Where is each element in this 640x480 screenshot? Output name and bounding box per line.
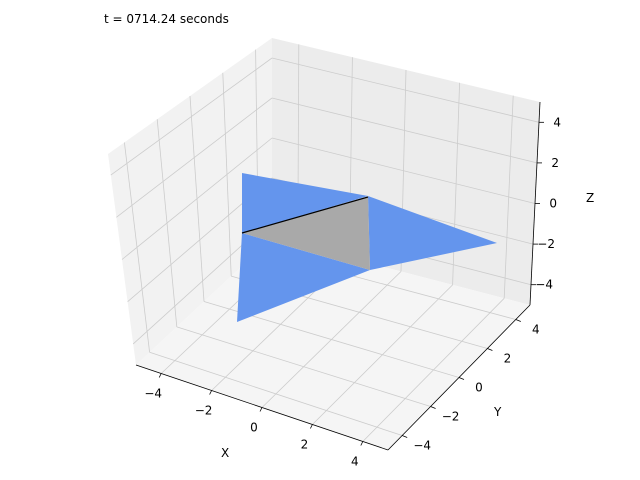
z-axis-label: Z [586, 191, 594, 205]
grid-line-y-floor [176, 326, 431, 407]
y-tick-label: 0 [475, 381, 483, 395]
grid-line-z-back [271, 97, 538, 164]
x-tick [209, 390, 212, 395]
y-tick-label: −4 [413, 439, 431, 453]
x-tick-label: −2 [195, 404, 213, 418]
x-tick-label: −4 [144, 387, 162, 401]
grid-line-z-back [271, 137, 536, 204]
z-tick-label: −4 [535, 278, 553, 292]
wing-upper-left [242, 173, 368, 233]
y-tick [402, 435, 408, 438]
y-tick-label: 2 [504, 352, 512, 366]
z-tick-label: 2 [551, 156, 559, 170]
y-tick-label: 4 [532, 323, 540, 337]
y-axis-label: Y [493, 405, 502, 419]
pane-floor [136, 238, 530, 450]
grid-line-z-left [121, 137, 273, 260]
chart-title: t = 0714.24 seconds [104, 12, 229, 26]
wing-lower-left [237, 233, 370, 322]
x-tick [158, 373, 162, 378]
y-tick-label: −2 [442, 410, 460, 424]
y-tick [515, 319, 521, 322]
x-tick [360, 441, 364, 446]
tick-labels: −4 −2 0 2 4 −4 −2 0 2 4 −4 −2 0 2 4 [144, 115, 561, 468]
z-tick-label: 0 [549, 197, 557, 211]
x-tick-label: 4 [351, 455, 359, 469]
x-axis-label: X [221, 446, 229, 460]
y-tick [430, 406, 436, 409]
grid-line-z-left [110, 57, 273, 176]
tick-marks [158, 121, 544, 446]
grid-line-y-floor [149, 351, 403, 436]
y-tick [458, 377, 465, 380]
leading-edge [241, 196, 369, 234]
grid-line-z-back [271, 57, 540, 123]
body-triangle [242, 197, 370, 270]
y-tick [487, 348, 493, 351]
x-tick [310, 424, 313, 429]
x-tick [259, 407, 263, 412]
wing-right [368, 196, 497, 270]
x-tick-label: 2 [301, 438, 309, 452]
grid-line-z-left [116, 97, 273, 218]
z-tick-label: 4 [553, 115, 561, 129]
surface-geometry [237, 173, 497, 322]
x-tick-label: 0 [250, 421, 258, 435]
z-tick-label: −2 [537, 237, 555, 251]
